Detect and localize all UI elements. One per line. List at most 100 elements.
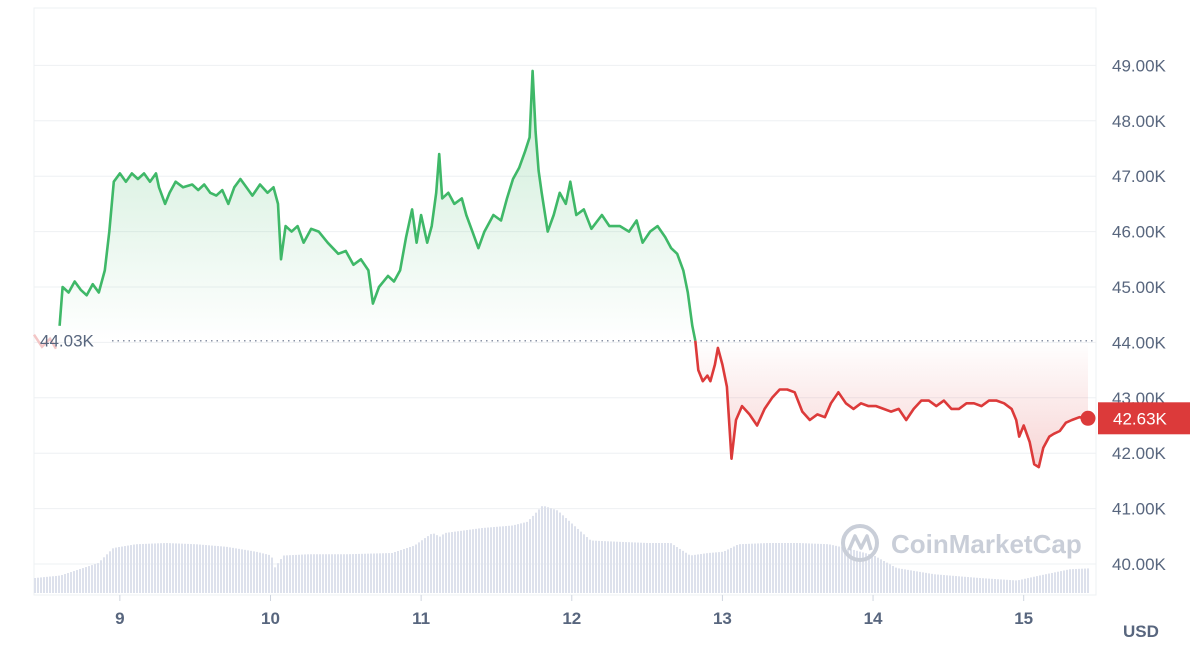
volume-bar [523, 522, 525, 593]
volume-bar [796, 543, 798, 593]
volume-bars [34, 506, 1089, 593]
volume-bar [697, 554, 699, 593]
volume-bar [1060, 571, 1062, 593]
volume-bar [1069, 569, 1071, 593]
volume-bar [1018, 580, 1020, 593]
volume-bar [469, 529, 471, 593]
volume-bar [826, 544, 828, 593]
volume-bar [121, 546, 123, 593]
volume-bar [58, 575, 60, 593]
volume-bar [982, 578, 984, 593]
volume-bar [724, 550, 726, 593]
volume-bar [811, 543, 813, 593]
volume-bar [658, 543, 660, 593]
y-tick-label: 46.00K [1112, 223, 1167, 242]
volume-bar [970, 577, 972, 593]
volume-bar [244, 549, 246, 593]
volume-bar [934, 574, 936, 593]
y-tick-label: 45.00K [1112, 278, 1167, 297]
volume-bar [727, 549, 729, 593]
volume-bar [823, 544, 825, 593]
volume-bar [40, 577, 42, 593]
volume-bar [559, 512, 561, 593]
volume-bar [976, 577, 978, 593]
volume-bar [859, 551, 861, 593]
volume-bar [1078, 568, 1080, 593]
volume-bar [964, 576, 966, 593]
volume-bar [409, 547, 411, 593]
volume-bar [610, 541, 612, 593]
volume-bar [943, 575, 945, 593]
volume-bar [1000, 579, 1002, 593]
volume-bar [151, 543, 153, 593]
volume-bar [169, 543, 171, 593]
volume-bar [418, 542, 420, 593]
volume-bar [844, 547, 846, 593]
volume-bar [232, 547, 234, 593]
volume-bar [817, 543, 819, 593]
volume-bar [298, 554, 300, 593]
volume-bar [574, 526, 576, 593]
volume-bar [322, 554, 324, 593]
volume-bar [364, 553, 366, 593]
volume-bar [148, 543, 150, 593]
volume-bar [109, 551, 111, 593]
volume-bar [598, 540, 600, 593]
y-tick-label: 48.00K [1112, 112, 1167, 131]
area-below-baseline [695, 340, 1088, 468]
volume-bar [997, 579, 999, 593]
volume-bar [1039, 575, 1041, 593]
volume-bar [1021, 579, 1023, 593]
volume-bar [229, 547, 231, 593]
x-tick-label: 9 [115, 609, 124, 628]
volume-bar [1072, 569, 1074, 593]
volume-bar [556, 510, 558, 593]
volume-bar [430, 534, 432, 593]
volume-bar [175, 543, 177, 593]
volume-bar [52, 576, 54, 593]
volume-bar [94, 564, 96, 593]
volume-bar [760, 543, 762, 593]
volume-bar [67, 573, 69, 593]
volume-bar [1054, 572, 1056, 593]
volume-bar [622, 541, 624, 593]
volume-bar [400, 550, 402, 593]
volume-bar [124, 546, 126, 593]
area-above-baseline [59, 70, 696, 341]
volume-bar [541, 506, 543, 593]
volume-bar [433, 533, 435, 593]
volume-bar [106, 554, 108, 593]
volume-bar [1081, 568, 1083, 593]
volume-bar [199, 544, 201, 593]
volume-bar [595, 540, 597, 593]
volume-bar [640, 542, 642, 593]
volume-bar [478, 528, 480, 593]
unit-label: USD [1123, 622, 1159, 641]
price-lines [58, 69, 1086, 469]
volume-bar [205, 545, 207, 593]
volume-bar [862, 552, 864, 593]
volume-bar [310, 554, 312, 593]
volume-bar [259, 552, 261, 593]
volume-bar [544, 506, 546, 593]
volume-bar [616, 541, 618, 593]
baseline-label: 44.03K [40, 332, 95, 351]
volume-bar [367, 553, 369, 593]
volume-bar [265, 554, 267, 593]
volume-bar [1084, 568, 1086, 593]
volume-bar [721, 551, 723, 593]
volume-bar [679, 548, 681, 593]
volume-bar [634, 542, 636, 593]
volume-bar [619, 541, 621, 593]
volume-bar [1051, 572, 1053, 593]
volume-bar [766, 543, 768, 593]
volume-bar [331, 554, 333, 593]
volume-bar [268, 554, 270, 593]
volume-bar [214, 545, 216, 593]
volume-bar [715, 552, 717, 593]
volume-bar [772, 543, 774, 593]
volume-bar [1063, 570, 1065, 593]
volume-bar [301, 554, 303, 593]
price-line-up [58, 69, 697, 341]
volume-bar [193, 544, 195, 593]
